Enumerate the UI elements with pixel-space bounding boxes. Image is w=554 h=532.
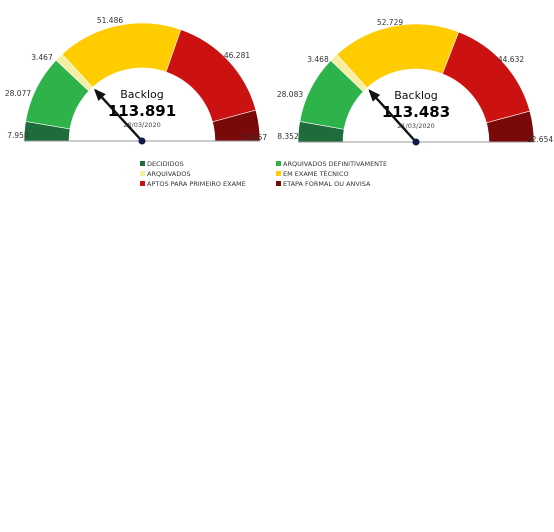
data-label: 28.083	[277, 90, 303, 99]
legend-label: APTOS PARA PRIMEIRO EXAME	[147, 180, 246, 188]
legend-label: EM EXAME TÉCNICO	[283, 169, 349, 178]
legend-swatch	[140, 161, 145, 166]
gauge-chart-1: 7.950 28.077 3.467 51.486 46.281 12.657 Backl…	[5, 16, 267, 145]
gauge-needle	[368, 89, 417, 143]
legend-item: ETAPA FORMAL OU ANVISA	[276, 180, 371, 188]
gauge-2-date: 21/03/2020	[397, 122, 434, 130]
data-label: 51.486	[97, 16, 123, 25]
data-label: 3.467	[31, 53, 53, 62]
legend-label: ARQUIVADOS	[147, 170, 190, 178]
legend-item: EM EXAME TÉCNICO	[276, 169, 349, 178]
legend-swatch	[276, 161, 281, 166]
legend-label: DECIDIDOS	[147, 160, 184, 168]
data-label: 7.950	[7, 131, 29, 140]
gauge-needle-arrowhead	[368, 89, 381, 102]
legend-item: ARQUIVADOS	[140, 170, 190, 178]
data-label: 28.077	[5, 89, 31, 98]
data-label: 12.657	[241, 133, 267, 142]
gauge-1-title: Backlog	[120, 88, 163, 101]
gauge-segment-aptos-para-primeiro-exame	[165, 29, 257, 123]
legend-label: ETAPA FORMAL OU ANVISA	[283, 180, 371, 188]
gauge-2-title: Backlog	[394, 89, 437, 102]
data-label: 44.632	[498, 55, 524, 64]
data-label: 52.729	[377, 18, 403, 27]
gauge-1-date: 28/03/2020	[123, 121, 160, 129]
gauge-needle-hub	[138, 137, 146, 145]
legend-swatch	[140, 181, 145, 186]
data-label: 12.654	[527, 135, 553, 144]
gauge-needle-arrowhead	[93, 88, 106, 101]
legend-swatch	[276, 181, 281, 186]
data-label: 46.281	[224, 51, 250, 60]
legend-item: APTOS PARA PRIMEIRO EXAME	[140, 180, 246, 188]
gauge-1-total: 113.891	[108, 102, 176, 120]
gauge-needle-hub	[412, 138, 420, 146]
legend-item: DECIDIDOS	[140, 160, 184, 168]
chart-legend: DECIDIDOS ARQUIVADOS DEFINITIVAMENTE ARQ…	[140, 160, 387, 188]
data-label: 3.468	[307, 55, 329, 64]
gauge-needle	[94, 89, 143, 142]
gauge-segment-aptos-para-primeiro-exame	[442, 31, 531, 124]
gauge-chart-2: 8.352 28.083 3.468 52.729 44.632 12.654 Backl…	[277, 18, 553, 146]
legend-swatch	[140, 171, 145, 176]
legend-swatch	[276, 171, 281, 176]
legend-item: ARQUIVADOS DEFINITIVAMENTE	[276, 160, 387, 168]
gauge-2-total: 113.483	[382, 103, 450, 121]
legend-label: ARQUIVADOS DEFINITIVAMENTE	[283, 160, 387, 168]
data-label: 8.352	[277, 132, 299, 141]
